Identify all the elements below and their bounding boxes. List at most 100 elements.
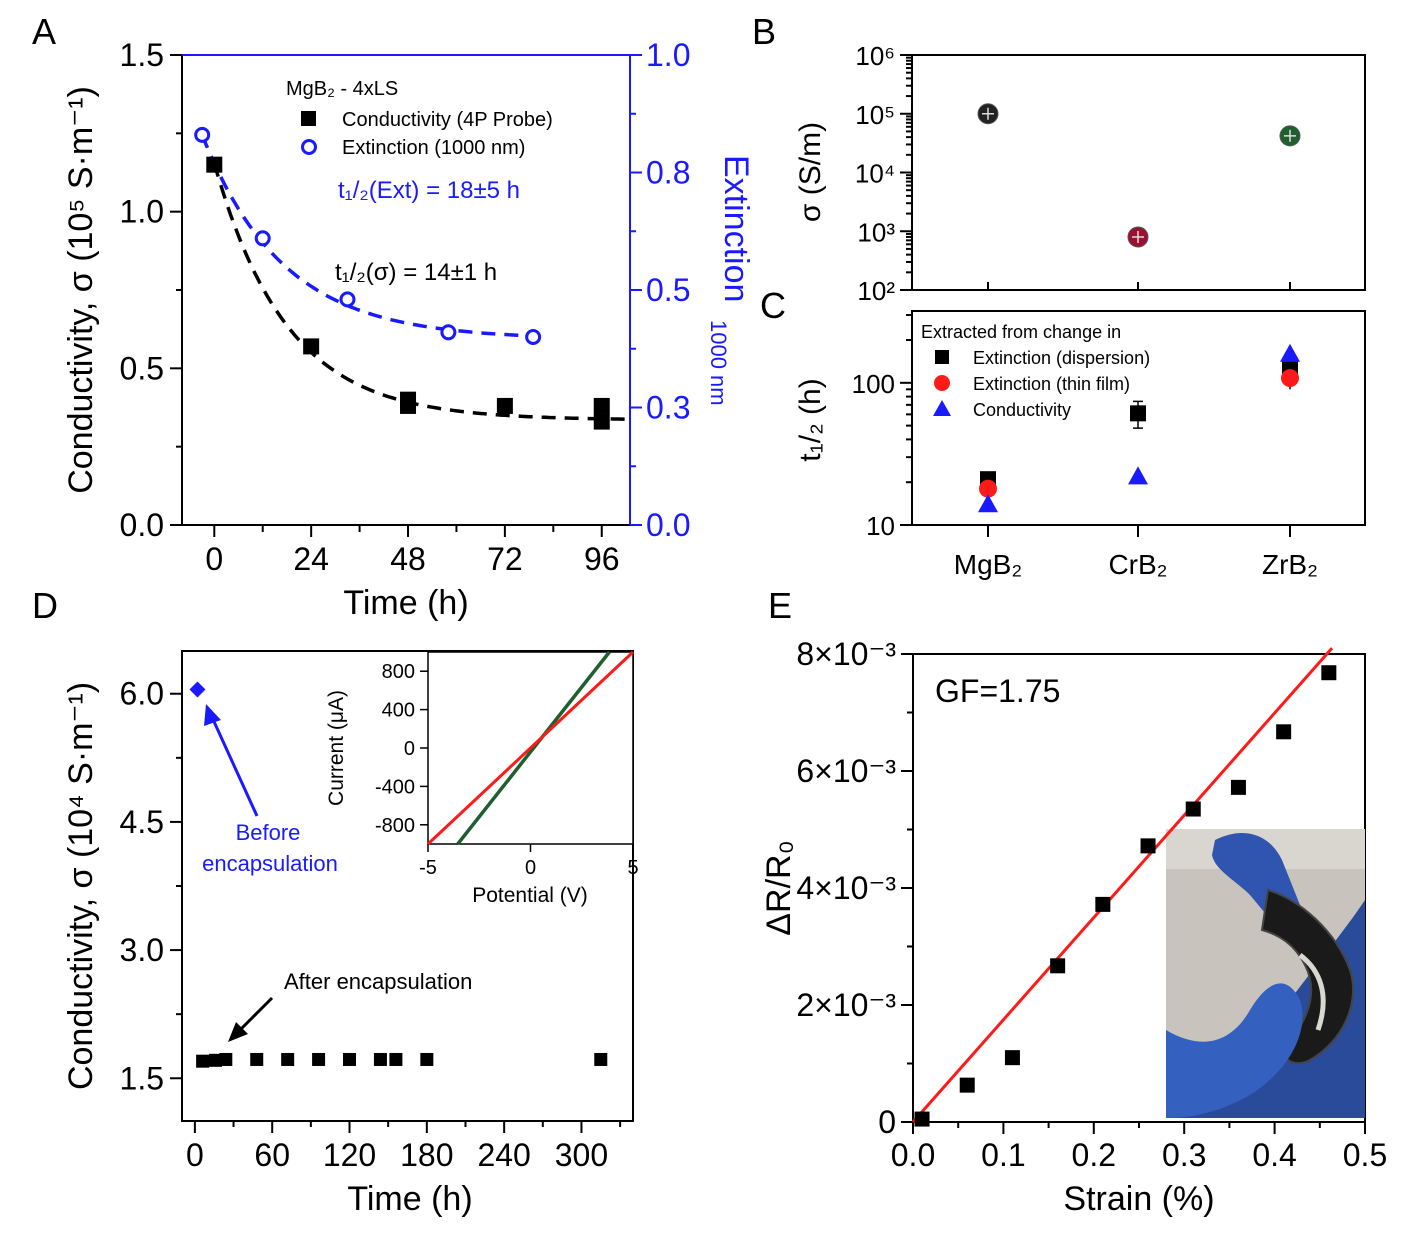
panel-a-y2label: Extinction	[717, 155, 755, 302]
panel-label-b: B	[752, 11, 776, 52]
panel-label-d: D	[32, 585, 58, 626]
panel-c-conductivity-point	[978, 494, 998, 513]
panel-e-photo-strip	[1260, 888, 1355, 1065]
panel-a-y-ticks: 0.0 0.5 1.0 1.5	[120, 37, 182, 543]
panel-a-conductivity-point	[206, 156, 223, 173]
panel-d-x-ticks: 0 60 120 180 240 300	[186, 1121, 622, 1173]
panel-b-y-ticks: 10² 10³ 10⁴ 10⁵ 10⁶	[855, 41, 1291, 306]
panel-c-dispersion-point	[1130, 405, 1146, 422]
panel-d-after-arrow-head	[228, 1022, 248, 1042]
panel-d-after-point	[373, 1052, 387, 1066]
panel-a-x-ticks: 0 24 48 72 96	[205, 525, 620, 577]
panel-d-after-point	[594, 1052, 608, 1066]
panel-a-conductivity-point	[593, 397, 610, 414]
panel-e-point	[914, 1111, 930, 1127]
panel-e-point	[1095, 896, 1111, 912]
panel-d-inset-red-line	[426, 650, 635, 846]
panel-a-xtick-label: 24	[293, 541, 329, 577]
panel-a-xtick-label: 96	[584, 541, 620, 577]
panel-c-legend-dispersion: Extinction (dispersion)	[973, 348, 1150, 368]
panel-e-point	[1185, 801, 1201, 817]
panel-a-ytick-label: 1.5	[120, 37, 164, 73]
panel-a-legend-title: MgB₂ - 4xLS	[286, 78, 398, 100]
panel-b-ytick-label: 10⁶	[855, 41, 895, 71]
panel-d-after-arrow-line	[236, 996, 274, 1034]
panel-d-xtick-label: 240	[477, 1137, 530, 1173]
panel-d-inset-ytick-label: -400	[375, 776, 415, 798]
panel-a-ytick-label: 0.0	[120, 507, 164, 543]
panel-a-legend-square	[301, 111, 316, 126]
panel-d-inset-y-ticks: -800 -400 0 400 800	[375, 661, 428, 837]
panel-c-ylabel: t₁/₂ (h)	[794, 378, 827, 461]
panel-d-inset-ylabel: Current (μA)	[325, 690, 348, 806]
panel-e-xtick-label: 0.5	[1343, 1137, 1387, 1173]
panel-d-after-point	[196, 1054, 210, 1068]
panel-d-before-arrow-head	[204, 704, 221, 726]
panel-e-ytick-label: 4×10⁻³	[796, 870, 896, 906]
panel-d-inset-xtick-label: 5	[627, 857, 638, 879]
panel-a-y2label-group: Extinction 1000 nm	[706, 155, 755, 406]
panel-e-ytick-label: 2×10⁻³	[796, 987, 896, 1023]
panel-e-points	[914, 665, 1337, 1127]
panel-a-legend-extinction: Extinction (1000 nm)	[342, 137, 525, 159]
panel-d-after-point	[281, 1052, 295, 1066]
panel-e-photo	[1166, 829, 1365, 1118]
panel-e-fit-line	[911, 647, 1334, 1123]
panel-d-after-point	[209, 1053, 223, 1067]
panel-c-conductivity-point	[1280, 343, 1300, 362]
panel-d-before-label-1: Before	[236, 820, 301, 845]
panel-e-point	[959, 1077, 975, 1093]
panel-d-inset-green-line	[456, 650, 611, 846]
panel-a-ytick-label: 0.5	[120, 350, 164, 386]
panel-c-thinfilm-point	[979, 479, 997, 498]
panel-d-inset-x-ticks: -5 0 5	[419, 844, 639, 879]
panel-e-point	[1004, 1050, 1020, 1066]
panel-label-e: E	[768, 585, 792, 626]
panel-d-after-point	[389, 1052, 403, 1066]
panel-e-xtick-label: 0.3	[1162, 1137, 1206, 1173]
panel-d-inset-lines	[426, 650, 635, 846]
panel-a-y2tick-label: 0.0	[646, 507, 690, 543]
panel-a-half-life-ext: t₁/₂(Ext) = 18±5 h	[338, 177, 520, 204]
panel-c-points	[978, 343, 1300, 513]
panel-c-legend-thinfilm: Extinction (thin film)	[973, 374, 1130, 394]
panel-a-extinction-point	[440, 324, 457, 341]
panel-c-xtick-label: MgB₂	[954, 549, 1022, 580]
panel-a-xlabel: Time (h)	[343, 584, 468, 622]
panel-a-half-life-sigma: t₁/₂(σ) = 14±1 h	[335, 259, 497, 286]
panel-a-y2tick-label: 0.3	[646, 390, 690, 426]
panel-c-legend-square	[935, 350, 949, 364]
panel-a-xtick-label: 72	[487, 541, 523, 577]
panel-c-xtick-label: CrB₂	[1108, 549, 1167, 580]
panel-a-conductivity-point	[593, 413, 610, 430]
panel-a-y2tick-label: 0.8	[646, 155, 690, 191]
panel-d-ytick-label: 6.0	[120, 676, 164, 712]
panel-e-point	[1140, 838, 1156, 854]
panel-a-ylabel: Conductivity, σ (10⁵ S·m⁻¹)	[62, 86, 100, 494]
panel-e-x-ticks: 0.0 0.1 0.2 0.3 0.4 0.5	[891, 1122, 1387, 1173]
panel-b-ytick-label: 10⁴	[855, 159, 895, 189]
panel-d-after-label: After encapsulation	[284, 969, 472, 994]
panel-d-points	[189, 681, 608, 1068]
panel-d-ytick-label: 1.5	[120, 1060, 164, 1096]
panel-e-gauge-factor: GF=1.75	[935, 673, 1060, 709]
panel-e-photo-finger	[1166, 983, 1303, 1118]
panel-a-y2tick-label: 1.0	[646, 37, 690, 73]
panel-a-xtick-label: 0	[205, 541, 223, 577]
panel-a-legend-circle	[301, 139, 317, 155]
panel-d-xtick-label: 60	[254, 1137, 290, 1173]
panel-e-xtick-label: 0.2	[1072, 1137, 1116, 1173]
panel-c-legend-circle	[934, 375, 950, 391]
panel-a-y2-ticks: 0.0 0.3 0.5 0.8 1.0	[630, 37, 690, 543]
panel-c-legend-conductivity: Conductivity	[973, 400, 1071, 420]
panel-d-xtick-label: 0	[186, 1137, 204, 1173]
panel-d-inset-xlabel: Potential (V)	[472, 884, 588, 907]
panel-c-y-ticks: 10 100	[852, 313, 912, 541]
panel-d: 0 60 120 180 240 300 1.5 3.0 4.5 6.0 Conductivit…	[62, 650, 639, 1218]
panel-b-points	[977, 103, 1301, 248]
panel-c-xtick-label: ZrB₂	[1262, 549, 1318, 580]
panel-a-y2tick-label: 0.5	[646, 272, 690, 308]
panel-d-after-point	[219, 1052, 233, 1066]
panel-a-points	[194, 126, 610, 430]
panel-b-point-errorbar	[982, 107, 994, 120]
